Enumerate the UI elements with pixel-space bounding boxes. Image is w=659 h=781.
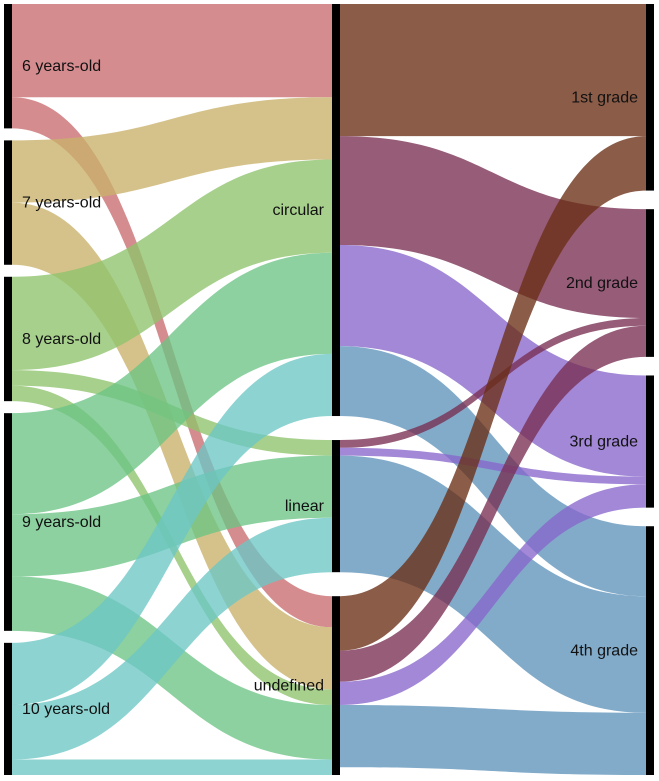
link-age6-to-circular [12, 4, 332, 98]
label-grade4: 4th grade [570, 643, 638, 660]
node-circular [332, 4, 340, 417]
sankey-nodes [4, 4, 654, 775]
node-undefined [332, 596, 340, 775]
label-age10: 10 years-old [22, 701, 110, 718]
link-undefined-to-grade3 [340, 484, 646, 706]
link-circular-to-grade1 [340, 4, 646, 137]
node-age10 [4, 642, 12, 775]
link-age10-to-circular [12, 353, 332, 706]
label-age9: 9 years-old [22, 514, 101, 531]
link-circular-to-grade2 [340, 136, 646, 319]
node-linear [332, 440, 340, 573]
sankey-labels: 6 years-old 7 years-old 8 years-old 9 years… [22, 58, 638, 718]
label-circular: circular [272, 202, 324, 219]
link-undefined-to-grade2 [340, 325, 646, 682]
link-undefined-to-grade4 [340, 705, 646, 775]
link-age10-to-undefined [12, 759, 332, 775]
link-linear-to-grade3 [340, 447, 646, 485]
label-age6: 6 years-old [22, 58, 101, 75]
label-age8: 8 years-old [22, 331, 101, 348]
link-age10-to-linear [12, 517, 332, 760]
sankey-links [12, 4, 646, 775]
link-age7-to-undefined [12, 202, 332, 690]
label-grade1: 1st grade [571, 89, 638, 106]
label-linear: linear [285, 498, 325, 515]
link-age9-to-circular [12, 252, 332, 515]
node-grade3 [646, 375, 654, 508]
link-circular-to-grade4 [340, 346, 646, 597]
link-circular-to-grade3 [340, 245, 646, 477]
node-age6 [4, 4, 12, 129]
node-age8 [4, 276, 12, 402]
link-undefined-to-grade1 [340, 136, 646, 651]
node-age7 [4, 140, 12, 265]
node-grade2 [646, 209, 654, 357]
label-grade2: 2nd grade [566, 275, 638, 292]
node-grade1 [646, 4, 654, 191]
link-age7-to-circular [12, 97, 332, 203]
node-grade4 [646, 526, 654, 775]
node-age9 [4, 413, 12, 631]
label-age7: 7 years-old [22, 195, 101, 212]
link-age8-to-circular [12, 159, 332, 371]
label-undefined: undefined [254, 678, 324, 695]
label-grade3: 3rd grade [570, 434, 639, 451]
